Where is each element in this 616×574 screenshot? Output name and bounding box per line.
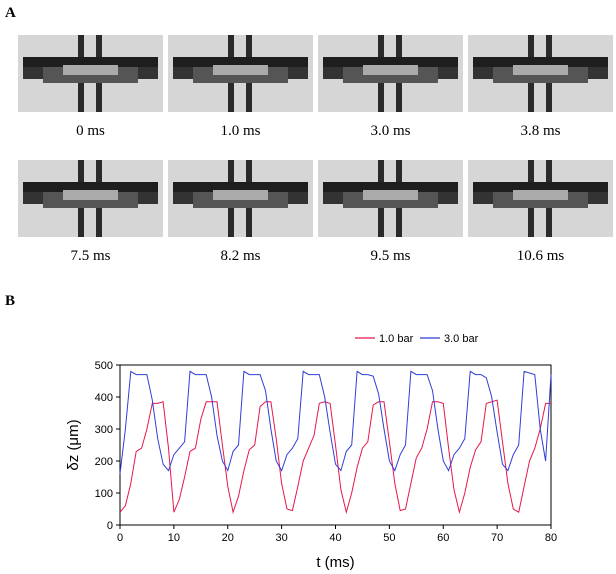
film bbox=[323, 67, 343, 79]
film bbox=[173, 182, 308, 192]
film-core bbox=[213, 65, 268, 75]
film bbox=[23, 57, 158, 67]
film bbox=[323, 57, 458, 67]
film bbox=[438, 192, 458, 204]
film-core bbox=[513, 190, 568, 200]
caption: 8.2 ms bbox=[220, 248, 260, 264]
film bbox=[173, 67, 193, 79]
caption: 1.0 ms bbox=[220, 123, 260, 139]
x-tick-label: 20 bbox=[222, 532, 234, 544]
film bbox=[588, 192, 608, 204]
film bbox=[288, 192, 308, 204]
film-core bbox=[513, 65, 568, 75]
panel-label: A bbox=[5, 5, 16, 21]
y-axis-label: δz (μm) bbox=[65, 419, 82, 470]
film bbox=[288, 67, 308, 79]
frame-image bbox=[468, 160, 613, 237]
film bbox=[473, 192, 493, 204]
caption: 10.6 ms bbox=[517, 248, 565, 264]
film-core bbox=[63, 190, 118, 200]
y-tick-label: 100 bbox=[95, 488, 113, 500]
frame-image bbox=[468, 35, 613, 112]
frame-image bbox=[168, 160, 313, 237]
film bbox=[138, 67, 158, 79]
film bbox=[323, 182, 458, 192]
y-tick-label: 200 bbox=[95, 456, 113, 468]
film bbox=[473, 67, 493, 79]
x-tick-label: 50 bbox=[383, 532, 395, 544]
film bbox=[173, 192, 193, 204]
film-core bbox=[363, 190, 418, 200]
series-line bbox=[119, 399, 551, 515]
x-tick-label: 10 bbox=[168, 532, 180, 544]
x-tick-label: 70 bbox=[491, 532, 503, 544]
film bbox=[588, 67, 608, 79]
frame-image bbox=[168, 35, 313, 112]
film bbox=[323, 192, 343, 204]
film bbox=[173, 57, 308, 67]
film bbox=[473, 57, 608, 67]
y-tick-label: 500 bbox=[95, 360, 113, 372]
series-line bbox=[119, 370, 552, 474]
caption: 0 ms bbox=[76, 123, 105, 139]
film bbox=[473, 182, 608, 192]
film-core bbox=[213, 190, 268, 200]
y-tick-label: 0 bbox=[107, 520, 113, 532]
x-axis-label: t (ms) bbox=[316, 554, 354, 571]
caption: 3.8 ms bbox=[520, 123, 560, 139]
frame-image bbox=[318, 160, 463, 237]
film bbox=[438, 67, 458, 79]
x-tick-label: 30 bbox=[276, 532, 288, 544]
frame-image bbox=[318, 35, 463, 112]
film bbox=[23, 192, 43, 204]
x-tick-label: 40 bbox=[329, 532, 341, 544]
frame-image bbox=[18, 35, 163, 112]
film bbox=[138, 192, 158, 204]
x-tick-label: 60 bbox=[437, 532, 449, 544]
frame-image bbox=[18, 160, 163, 237]
legend-label: 1.0 bar bbox=[379, 333, 414, 345]
caption: 3.0 ms bbox=[370, 123, 410, 139]
x-tick-label: 80 bbox=[545, 532, 557, 544]
legend-label: 3.0 bar bbox=[444, 333, 479, 345]
caption: 7.5 ms bbox=[70, 248, 110, 264]
x-tick-label: 0 bbox=[117, 532, 123, 544]
panel-label: B bbox=[5, 293, 15, 309]
film bbox=[23, 67, 43, 79]
y-tick-label: 300 bbox=[95, 424, 113, 436]
film-core bbox=[63, 65, 118, 75]
y-tick-label: 400 bbox=[95, 392, 113, 404]
caption: 9.5 ms bbox=[370, 248, 410, 264]
film-core bbox=[363, 65, 418, 75]
film bbox=[23, 182, 158, 192]
